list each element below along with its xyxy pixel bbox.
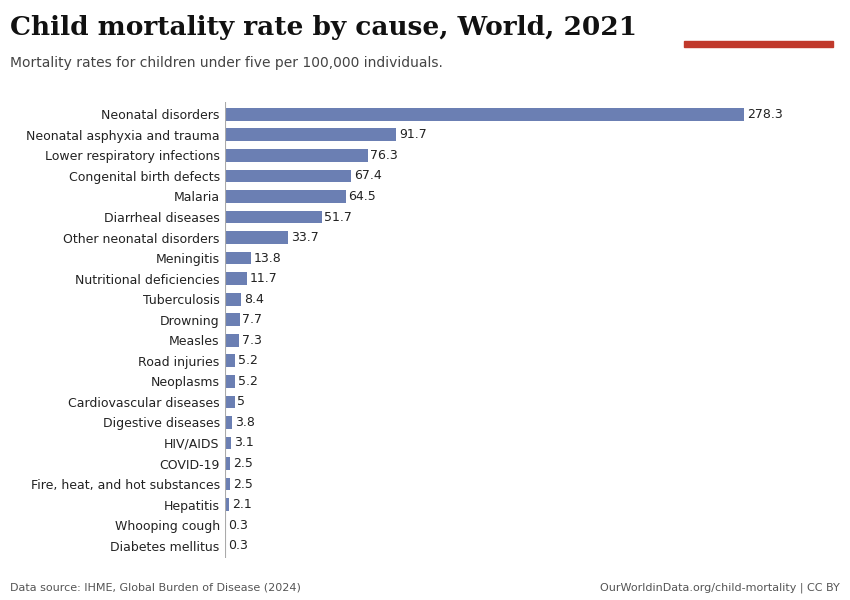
Text: Mortality rates for children under five per 100,000 individuals.: Mortality rates for children under five … bbox=[10, 56, 443, 70]
Text: 5.2: 5.2 bbox=[238, 355, 258, 367]
Bar bbox=[225, 416, 232, 429]
Text: 51.7: 51.7 bbox=[325, 211, 352, 224]
Bar bbox=[225, 334, 239, 347]
Text: 278.3: 278.3 bbox=[747, 108, 783, 121]
Text: 3.1: 3.1 bbox=[234, 436, 253, 449]
Bar bbox=[225, 355, 235, 367]
Bar bbox=[225, 313, 240, 326]
Text: 2.5: 2.5 bbox=[233, 478, 252, 491]
Bar bbox=[225, 457, 230, 470]
Text: 7.3: 7.3 bbox=[241, 334, 262, 347]
Bar bbox=[225, 293, 241, 305]
Text: 91.7: 91.7 bbox=[399, 128, 427, 142]
Text: 0.3: 0.3 bbox=[229, 539, 248, 552]
Text: 13.8: 13.8 bbox=[254, 251, 281, 265]
Bar bbox=[225, 149, 367, 162]
Bar bbox=[225, 272, 247, 285]
Bar bbox=[225, 498, 230, 511]
Bar bbox=[225, 128, 396, 141]
Text: 33.7: 33.7 bbox=[291, 231, 319, 244]
Bar bbox=[684, 41, 833, 47]
Text: 67.4: 67.4 bbox=[354, 169, 382, 182]
Text: Child mortality rate by cause, World, 2021: Child mortality rate by cause, World, 20… bbox=[10, 15, 638, 40]
Bar bbox=[225, 437, 231, 449]
Text: 5: 5 bbox=[237, 395, 246, 409]
Text: 0.3: 0.3 bbox=[229, 518, 248, 532]
Text: 64.5: 64.5 bbox=[348, 190, 376, 203]
Bar bbox=[225, 190, 345, 203]
Text: 11.7: 11.7 bbox=[250, 272, 278, 285]
Text: 3.8: 3.8 bbox=[235, 416, 255, 429]
Text: 8.4: 8.4 bbox=[244, 293, 264, 305]
Bar bbox=[225, 211, 321, 223]
Text: 2.5: 2.5 bbox=[233, 457, 252, 470]
Text: 2.1: 2.1 bbox=[232, 498, 252, 511]
Text: in Data: in Data bbox=[734, 24, 783, 37]
Bar bbox=[225, 108, 744, 121]
Bar bbox=[225, 375, 235, 388]
Bar bbox=[225, 231, 288, 244]
Text: OurWorldinData.org/child-mortality | CC BY: OurWorldinData.org/child-mortality | CC … bbox=[600, 582, 840, 593]
Text: 5.2: 5.2 bbox=[238, 375, 258, 388]
Text: 7.7: 7.7 bbox=[242, 313, 263, 326]
Text: Our World: Our World bbox=[725, 11, 792, 23]
Text: 76.3: 76.3 bbox=[371, 149, 398, 162]
Bar bbox=[225, 478, 230, 490]
Bar bbox=[225, 252, 251, 265]
Bar bbox=[225, 395, 235, 408]
Bar bbox=[225, 170, 351, 182]
Text: Data source: IHME, Global Burden of Disease (2024): Data source: IHME, Global Burden of Dise… bbox=[10, 583, 301, 593]
